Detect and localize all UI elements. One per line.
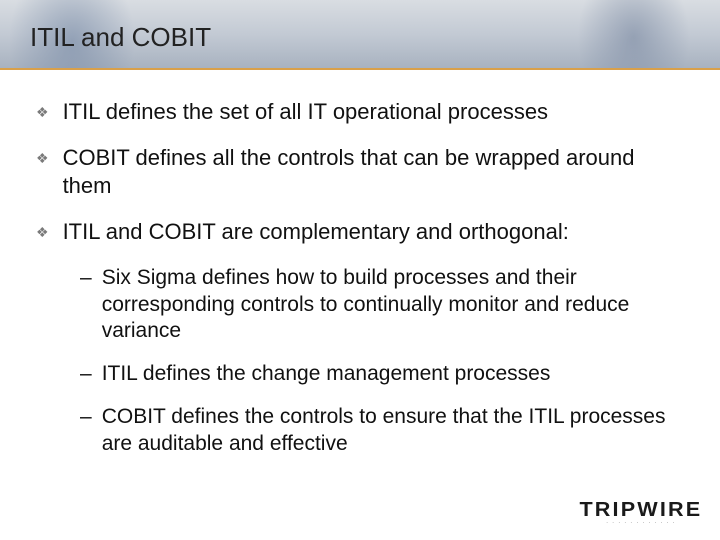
sub-bullet-item: – COBIT defines the controls to ensure t… [80,404,684,458]
sub-bullet-list: – Six Sigma defines how to build process… [80,265,684,458]
bullet-text: COBIT defines all the controls that can … [63,144,684,200]
sub-bullet-text: Six Sigma defines how to build processes… [102,265,684,346]
sub-bullet-item: – ITIL defines the change management pro… [80,361,684,388]
dash-bullet-icon: – [80,404,92,431]
bullet-text: ITIL and COBIT are complementary and ort… [63,218,684,246]
diamond-bullet-icon: ❖ [36,104,49,122]
diamond-bullet-icon: ❖ [36,224,49,242]
dash-bullet-icon: – [80,265,92,292]
bullet-text: ITIL defines the set of all IT operation… [63,98,684,126]
sub-bullet-text: ITIL defines the change management proce… [102,361,551,388]
header-banner: ITIL and COBIT [0,0,720,70]
sub-bullet-item: – Six Sigma defines how to build process… [80,265,684,346]
bullet-item: ❖ ITIL and COBIT are complementary and o… [36,218,684,246]
bullet-item: ❖ COBIT defines all the controls that ca… [36,144,684,200]
tripwire-logo: TRIPWIRE · · · · · · · · · · · · [584,499,698,526]
slide-title: ITIL and COBIT [30,22,211,53]
dash-bullet-icon: – [80,361,92,388]
diamond-bullet-icon: ❖ [36,150,49,168]
slide-content: ❖ ITIL defines the set of all IT operati… [0,70,720,458]
sub-bullet-text: COBIT defines the controls to ensure tha… [102,404,684,458]
logo-text: TRIPWIRE [580,499,703,522]
bullet-list: ❖ ITIL defines the set of all IT operati… [36,98,684,247]
bullet-item: ❖ ITIL defines the set of all IT operati… [36,98,684,126]
